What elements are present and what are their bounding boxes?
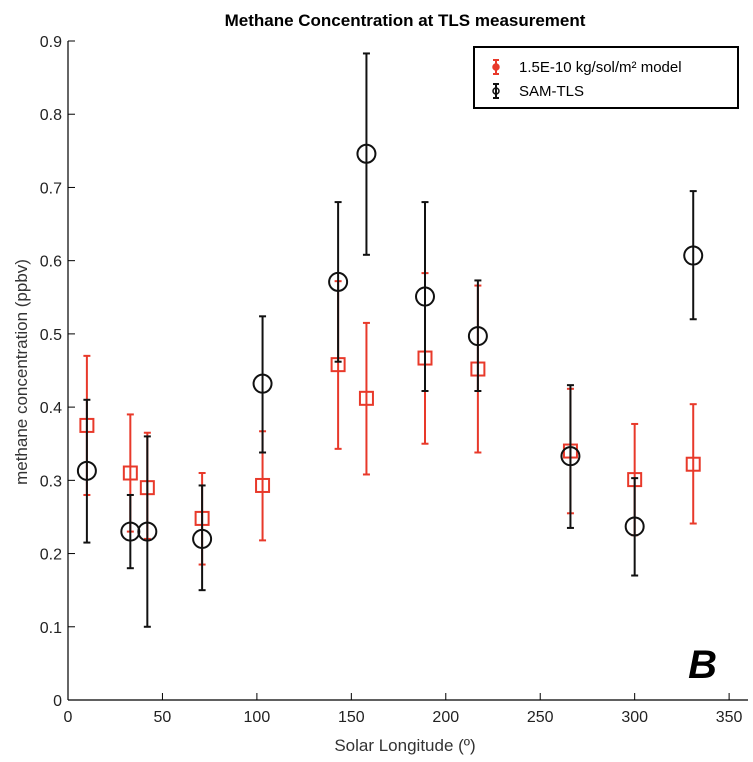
sam-tls-point [467, 326, 488, 347]
sam-tls-point [415, 286, 435, 307]
y-tick-label: 0.9 [40, 34, 62, 51]
legend: 1.5E-10 kg/sol/m² model SAM-TLS [473, 46, 739, 109]
panel-label: B [688, 643, 717, 687]
sam-tls-point [683, 245, 704, 266]
y-tick-label: 0.6 [40, 254, 62, 271]
legend-label: SAM-TLS [519, 83, 584, 100]
x-tick-label: 350 [716, 709, 743, 726]
x-tick-label: 0 [64, 709, 73, 726]
y-tick-label: 0 [53, 693, 62, 710]
legend-marker-dot [492, 63, 500, 71]
model-point [122, 465, 138, 481]
sam-tls-point [76, 460, 97, 481]
x-tick-label: 100 [244, 709, 271, 726]
chart-title: Methane Concentration at TLS measurement [225, 11, 586, 30]
sam-tls-point [624, 516, 645, 537]
sam-tls-point [356, 143, 377, 164]
y-axis-label: methane concentration (ppbv) [12, 259, 31, 485]
sam-tls-point [252, 373, 273, 394]
x-tick-label: 300 [621, 709, 648, 726]
y-tick-label: 0.7 [40, 180, 62, 197]
y-tick-label: 0.2 [40, 547, 62, 564]
sam-tls-point [328, 271, 349, 292]
sam-tls-point [560, 446, 581, 467]
y-tick-label: 0.5 [40, 327, 62, 344]
x-tick-label: 50 [154, 709, 172, 726]
y-tick-label: 0.8 [40, 107, 62, 124]
y-tick-label: 0.3 [40, 473, 62, 490]
legend-label: 1.5E-10 kg/sol/m² model [519, 59, 682, 76]
legend-box [473, 46, 739, 109]
series-sam-tls [76, 52, 704, 628]
model-point [685, 456, 701, 472]
x-tick-label: 150 [338, 709, 365, 726]
sam-tls-point [137, 521, 158, 542]
plot-area: 0 50 100 150 200 250 300 350 0 0.1 0.2 0.3 0.4 0.5 0.6… [40, 34, 748, 726]
series-layer [76, 52, 704, 628]
y-tick-label: 0.4 [40, 400, 62, 417]
x-tick-label: 200 [432, 709, 459, 726]
x-tick-label: 250 [527, 709, 554, 726]
legend-marker-dot [492, 87, 500, 95]
y-tick-label: 0.1 [40, 620, 62, 637]
series-model [79, 272, 701, 566]
x-axis-label: Solar Longitude (º) [334, 736, 475, 755]
model-point [255, 477, 271, 493]
sam-tls-point [192, 528, 213, 549]
model-point [358, 390, 374, 406]
